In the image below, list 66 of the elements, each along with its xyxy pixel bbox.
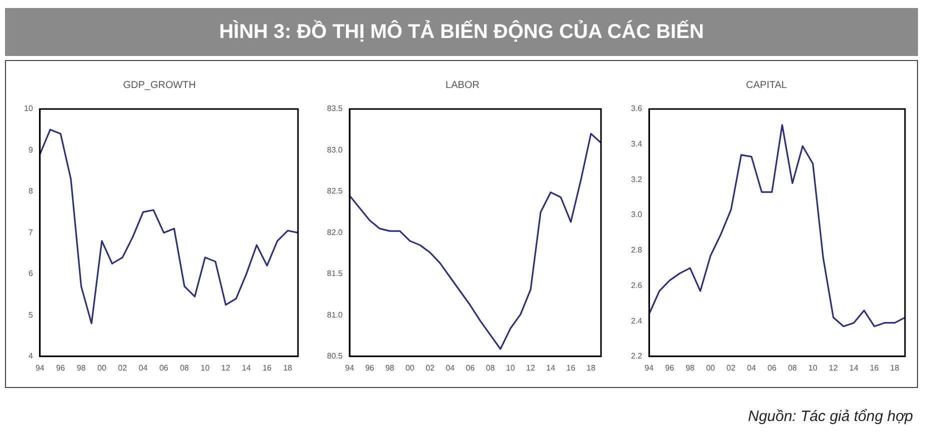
x-tick-label: 94 (644, 363, 654, 372)
y-tick-label: 2.4 (630, 316, 643, 326)
y-tick-label: 9 (28, 145, 34, 154)
x-tick-label: 98 (385, 363, 395, 372)
y-tick-label: 8 (28, 186, 34, 196)
x-tick-label: 00 (706, 363, 716, 372)
x-tick-label: 04 (138, 363, 148, 372)
x-tick-label: 08 (788, 363, 798, 372)
y-tick-label: 81.5 (326, 269, 344, 278)
y-tick-label: 7 (28, 228, 34, 237)
y-tick-label: 6 (28, 269, 34, 278)
x-tick-label: 10 (808, 363, 818, 372)
x-tick-label: 12 (526, 363, 536, 372)
x-tick-label: 14 (242, 363, 252, 372)
y-tick-label: 2.2 (630, 352, 643, 361)
y-tick-label: 80.5 (326, 352, 344, 361)
chart-title: CAPITAL (746, 80, 788, 91)
x-tick-label: 00 (405, 363, 415, 372)
y-tick-label: 3.6 (630, 104, 643, 114)
x-tick-label: 02 (118, 363, 128, 372)
y-tick-label: 2.6 (630, 280, 643, 290)
y-tick-label: 3.4 (630, 140, 643, 149)
x-tick-label: 12 (828, 363, 838, 372)
y-tick-label: 3.2 (630, 174, 643, 184)
text: Nguồn: Tác giả tổng hợp (748, 408, 913, 425)
x-tick-label: 10 (200, 363, 210, 372)
x-tick-label: 10 (506, 363, 516, 372)
x-tick-label: 04 (446, 363, 456, 372)
x-tick-label: 16 (262, 363, 272, 372)
x-tick-label: 06 (767, 363, 777, 372)
x-tick-label: 96 (56, 363, 66, 372)
x-tick-label: 06 (466, 363, 476, 372)
chart-title: GDP_GROWTH (123, 80, 196, 91)
x-tick-label: 14 (546, 363, 556, 372)
x-tick-label: 94 (345, 363, 355, 372)
y-tick-label: 83.5 (326, 104, 344, 114)
y-tick-label: 5 (28, 310, 34, 320)
x-tick-label: 08 (486, 363, 496, 372)
y-tick-label: 3.0 (630, 210, 643, 220)
x-tick-label: 04 (747, 363, 756, 372)
x-tick-label: 16 (566, 363, 576, 372)
x-tick-label: 18 (283, 363, 293, 372)
y-tick-label: 82.0 (326, 228, 344, 237)
x-tick-label: 94 (35, 363, 45, 372)
y-tick-label: 83.0 (326, 145, 344, 154)
x-tick-label: 02 (726, 363, 736, 372)
y-tick-label: 2.8 (630, 246, 643, 255)
x-tick-label: 08 (180, 363, 190, 372)
x-tick-label: 98 (686, 363, 696, 372)
x-tick-label: 16 (870, 363, 880, 372)
chart-title: LABOR (446, 80, 480, 91)
x-tick-label: 14 (849, 363, 859, 372)
y-tick-label: 82.5 (326, 186, 344, 196)
x-tick-label: 18 (586, 363, 596, 372)
x-tick-label: 00 (97, 363, 107, 372)
x-tick-label: 02 (426, 363, 436, 372)
y-tick-label: 81.0 (326, 310, 344, 320)
text: HÌNH 3: ĐỒ THỊ MÔ TẢ BIẾN ĐỘNG CỦA CÁC BIẾN (5, 8, 918, 56)
x-tick-label: 98 (76, 363, 86, 372)
x-tick-label: 18 (890, 363, 900, 372)
y-tick-label: 4 (28, 352, 34, 361)
y-tick-label: 10 (24, 104, 34, 114)
x-tick-label: 96 (365, 363, 375, 372)
x-tick-label: 12 (221, 363, 231, 372)
x-tick-label: 06 (159, 363, 169, 372)
x-tick-label: 96 (665, 363, 675, 372)
